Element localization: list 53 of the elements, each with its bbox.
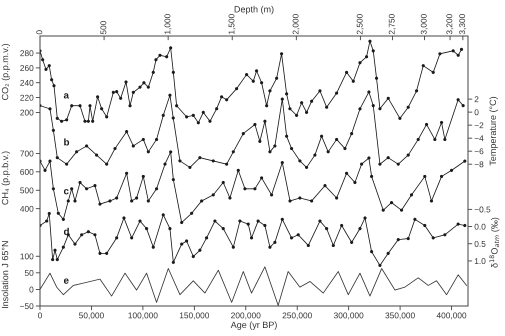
x2-tick-label: 500	[100, 21, 106, 34]
y2-tick-label: 1.0	[474, 258, 486, 264]
y-tick-label: 400	[20, 206, 34, 212]
y2-tick-label: 0.5	[474, 240, 486, 247]
y-tick-label: 240	[20, 80, 34, 86]
y-tick-label: 500	[20, 187, 34, 194]
x2-tick-label: 1,000	[164, 14, 172, 34]
y-tick-label: 0	[29, 286, 34, 293]
y2-tick-label: −0.5	[474, 206, 490, 212]
y-tick-label: 50	[24, 270, 34, 276]
x-axis-title: Age (yr BP)	[230, 321, 277, 330]
y-tick-label: 700	[20, 150, 34, 156]
x2-tick-label: 2,000	[292, 14, 300, 34]
x2-tick-label: 2,750	[388, 14, 396, 34]
series-label: a	[64, 93, 70, 99]
y2-axis-title: Temperature (°C)	[489, 96, 498, 166]
x2-tick-label: 3,300	[459, 14, 466, 34]
y-tick-label: −50	[20, 303, 34, 310]
y-axis-title: Insolation J 65°N	[2, 241, 8, 308]
x2-tick-label: 3,200	[446, 14, 454, 34]
y2-tick-label: 0	[474, 109, 479, 116]
y-axis-title: CO₂ (p.p.m.v.)	[2, 44, 10, 100]
y-tick-label: 280	[20, 50, 34, 56]
x2-tick-label: 1,500	[228, 14, 236, 34]
y-tick-label: 200	[20, 110, 34, 116]
x-tick-label: 100,000	[128, 312, 158, 320]
series-label: e	[64, 278, 69, 284]
y2-tick-label: 0.0	[474, 224, 486, 230]
x-tick-label: 200,000	[231, 312, 261, 320]
y2-tick-label: 2	[474, 96, 478, 102]
y-axis-title: CH₄ (p.p.b.v.)	[2, 151, 10, 205]
y-tick-label: 220	[20, 94, 34, 101]
x-tick-label: 300,000	[334, 312, 364, 320]
x-tick-label: 150,000	[180, 312, 210, 320]
series-label: b	[64, 138, 70, 146]
y2-tick-label: −4	[474, 135, 484, 142]
y2-tick-label: −6	[474, 148, 484, 154]
x2-tick-label: 2,500	[356, 14, 364, 34]
y2-tick-label: −8	[474, 161, 484, 168]
x2-tick-label: 0	[36, 30, 42, 34]
y2-axis-title: δ$^{18}$O$_{atm}$ (‰)	[489, 218, 500, 268]
x-tick-label: 0	[38, 312, 42, 318]
x-tick-label: 250,000	[282, 312, 312, 320]
series-label: c	[64, 189, 69, 194]
x-tick-label: 400,000	[436, 312, 466, 320]
y-tick-label: 600	[20, 169, 34, 175]
y2-tick-label: −2	[474, 122, 484, 128]
x2-axis-title: Depth (m)	[234, 6, 274, 14]
y-tick-label: 100	[20, 253, 34, 260]
x2-tick-label: 3,000	[420, 14, 428, 34]
x-tick-label: 350,000	[385, 312, 415, 320]
x-tick-label: 50,000	[79, 312, 104, 320]
y-tick-label: 260	[20, 65, 34, 71]
